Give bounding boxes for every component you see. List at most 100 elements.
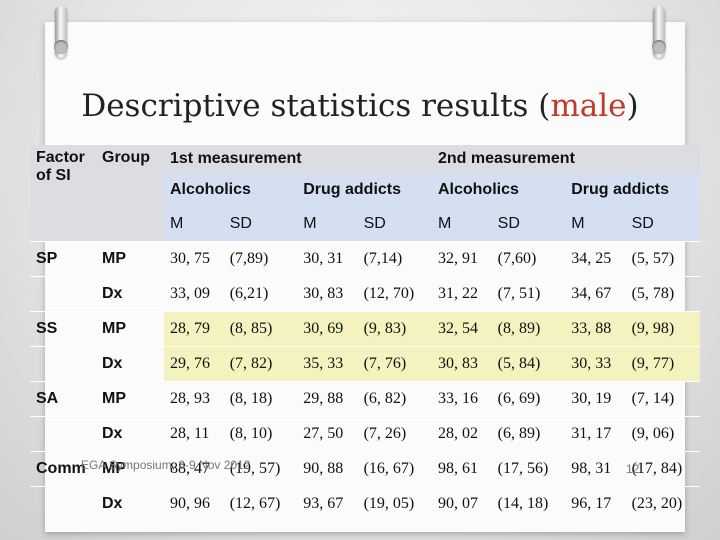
value-cell: 30, 33 <box>565 346 626 382</box>
table-row: SA MP 28, 93 (8, 18) 29, 88 (6, 82) 33, 16 (6, … <box>30 381 700 417</box>
value-cell: (14, 18) <box>491 486 566 521</box>
value-cell: 96, 17 <box>565 486 626 521</box>
value-cell: (9, 06) <box>625 416 700 452</box>
value-cell: 34, 25 <box>565 241 626 277</box>
factor-cell <box>30 276 96 312</box>
title-highlight: male <box>550 88 627 124</box>
value-cell: (7, 51) <box>491 276 566 312</box>
value-cell: (7,89) <box>223 241 298 277</box>
header-second-measurement: 2nd measurement <box>431 145 700 173</box>
value-cell: (9, 77) <box>625 346 700 382</box>
value-cell: 28, 11 <box>164 416 224 452</box>
value-cell: (7, 14) <box>625 381 700 417</box>
value-cell: 31, 17 <box>565 416 626 452</box>
table-row: SS MP 28, 79 (8, 85) 30, 69 (9, 83) 32, 54 (8, … <box>30 311 700 347</box>
factor-cell <box>30 486 96 521</box>
value-cell: (19, 05) <box>357 486 432 521</box>
value-cell: 90, 07 <box>431 486 492 521</box>
slide-title: Descriptive statistics results (male) <box>81 88 639 124</box>
value-cell: (17, 84) <box>625 451 700 487</box>
value-cell: (17, 56) <box>491 451 566 487</box>
group-cell: MP <box>96 311 164 347</box>
value-cell: (9, 98) <box>625 311 700 347</box>
value-cell: (6, 69) <box>491 381 566 417</box>
factor-cell: Comm <box>30 451 96 487</box>
header-row-2: Alcoholics Drug addicts Alcoholics Drug … <box>30 173 700 207</box>
value-cell: (6, 89) <box>491 416 566 452</box>
value-cell: (7,60) <box>491 241 566 277</box>
header-row-1: Factor of SI Group 1st measurement 2nd m… <box>30 145 700 242</box>
group-cell: MP <box>96 451 164 487</box>
header-alcoholics-1: Alcoholics <box>164 173 298 207</box>
factor-cell: SP <box>30 241 96 277</box>
value-cell: 30, 75 <box>164 241 224 277</box>
header-sd: SD <box>357 207 432 242</box>
table-row: Dx 29, 76 (7, 82) 35, 33 (7, 76) 30, 83 (5, 84… <box>30 346 700 382</box>
value-cell: 32, 54 <box>431 311 492 347</box>
header-sd: SD <box>491 207 566 242</box>
value-cell: 28, 93 <box>164 381 224 417</box>
factor-cell <box>30 346 96 382</box>
group-cell: MP <box>96 241 164 277</box>
table-row: Dx 33, 09 (6,21) 30, 83 (12, 70) 31, 22 (7, 51… <box>30 276 700 312</box>
value-cell: 98, 31 <box>565 451 626 487</box>
value-cell: 98, 61 <box>431 451 492 487</box>
group-cell: Dx <box>96 276 164 312</box>
header-group: Group <box>96 145 164 242</box>
value-cell: (9, 83) <box>357 311 432 347</box>
group-cell: Dx <box>96 416 164 452</box>
page-number: 12 <box>626 462 640 476</box>
value-cell: 90, 88 <box>297 451 358 487</box>
value-cell: (7, 76) <box>357 346 432 382</box>
value-cell: (7, 82) <box>223 346 298 382</box>
group-cell: Dx <box>96 346 164 382</box>
value-cell: (7, 26) <box>357 416 432 452</box>
value-cell: 93, 67 <box>297 486 358 521</box>
value-cell: (12, 67) <box>223 486 298 521</box>
value-cell: (8, 10) <box>223 416 298 452</box>
value-cell: 30, 31 <box>297 241 358 277</box>
header-drug-addicts-1: Drug addicts <box>297 173 432 207</box>
value-cell: 34, 67 <box>565 276 626 312</box>
value-cell: 32, 91 <box>431 241 492 277</box>
value-cell: 33, 16 <box>431 381 492 417</box>
value-cell: 30, 83 <box>297 276 358 312</box>
header-m: M <box>565 207 626 242</box>
factor-cell: SA <box>30 381 96 417</box>
value-cell: 27, 50 <box>297 416 358 452</box>
group-cell: Dx <box>96 486 164 521</box>
value-cell: 33, 88 <box>565 311 626 347</box>
header-first-measurement: 1st measurement <box>164 145 432 173</box>
value-cell: (23, 20) <box>625 486 700 521</box>
binder-hole-left <box>54 40 68 54</box>
value-cell: 29, 76 <box>164 346 224 382</box>
value-cell: (16, 67) <box>357 451 432 487</box>
value-cell: 29, 88 <box>297 381 358 417</box>
value-cell: (12, 70) <box>357 276 432 312</box>
table-row: Dx 28, 11 (8, 10) 27, 50 (7, 26) 28, 02 (6, 89… <box>30 416 700 452</box>
factor-cell: SS <box>30 311 96 347</box>
header-factor: Factor of SI <box>30 145 96 242</box>
value-cell: 30, 69 <box>297 311 358 347</box>
value-cell: (5, 57) <box>625 241 700 277</box>
value-cell: (8, 85) <box>223 311 298 347</box>
value-cell: (8, 89) <box>491 311 566 347</box>
value-cell: (19, 57) <box>223 451 298 487</box>
header-m: M <box>431 207 492 242</box>
value-cell: 28, 79 <box>164 311 224 347</box>
header-m: M <box>164 207 224 242</box>
value-cell: (5, 78) <box>625 276 700 312</box>
value-cell: 31, 22 <box>431 276 492 312</box>
value-cell: (5, 84) <box>491 346 566 382</box>
value-cell: 30, 19 <box>565 381 626 417</box>
header-sd: SD <box>625 207 700 242</box>
value-cell: (6, 82) <box>357 381 432 417</box>
value-cell: 35, 33 <box>297 346 358 382</box>
header-row-3: M SD M SD M SD M SD <box>30 207 700 242</box>
stats-table: Factor of SI Group 1st measurement 2nd m… <box>30 145 700 521</box>
table-row: Dx 90, 96 (12, 67) 93, 67 (19, 05) 90, 07 (14,… <box>30 486 700 521</box>
group-cell: MP <box>96 381 164 417</box>
value-cell: (8, 18) <box>223 381 298 417</box>
value-cell: (6,21) <box>223 276 298 312</box>
